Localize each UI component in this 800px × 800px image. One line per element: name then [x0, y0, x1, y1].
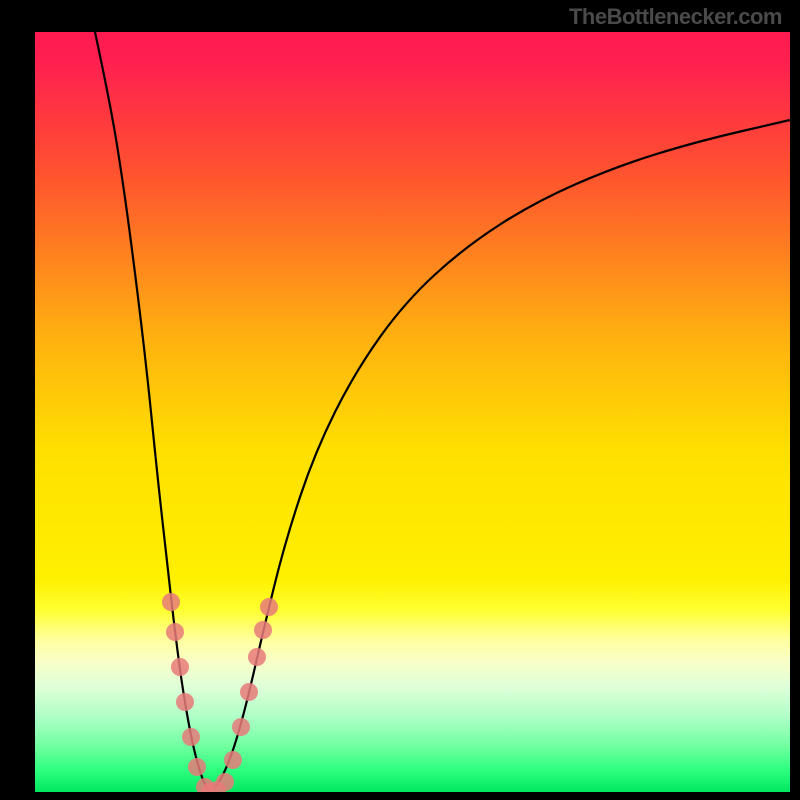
watermark-text: TheBottlenecker.com: [569, 4, 782, 30]
data-marker: [162, 593, 180, 611]
v-curve-path: [95, 32, 790, 790]
data-marker: [224, 751, 242, 769]
data-marker: [176, 693, 194, 711]
chart-plot-area: [35, 32, 790, 792]
data-marker: [166, 623, 184, 641]
data-marker: [182, 728, 200, 746]
data-marker: [232, 718, 250, 736]
data-marker: [240, 683, 258, 701]
curve-overlay: [35, 32, 790, 792]
marker-group: [162, 593, 278, 792]
data-marker: [216, 773, 234, 791]
data-marker: [171, 658, 189, 676]
data-marker: [254, 621, 272, 639]
data-marker: [188, 758, 206, 776]
data-marker: [248, 648, 266, 666]
data-marker: [260, 598, 278, 616]
